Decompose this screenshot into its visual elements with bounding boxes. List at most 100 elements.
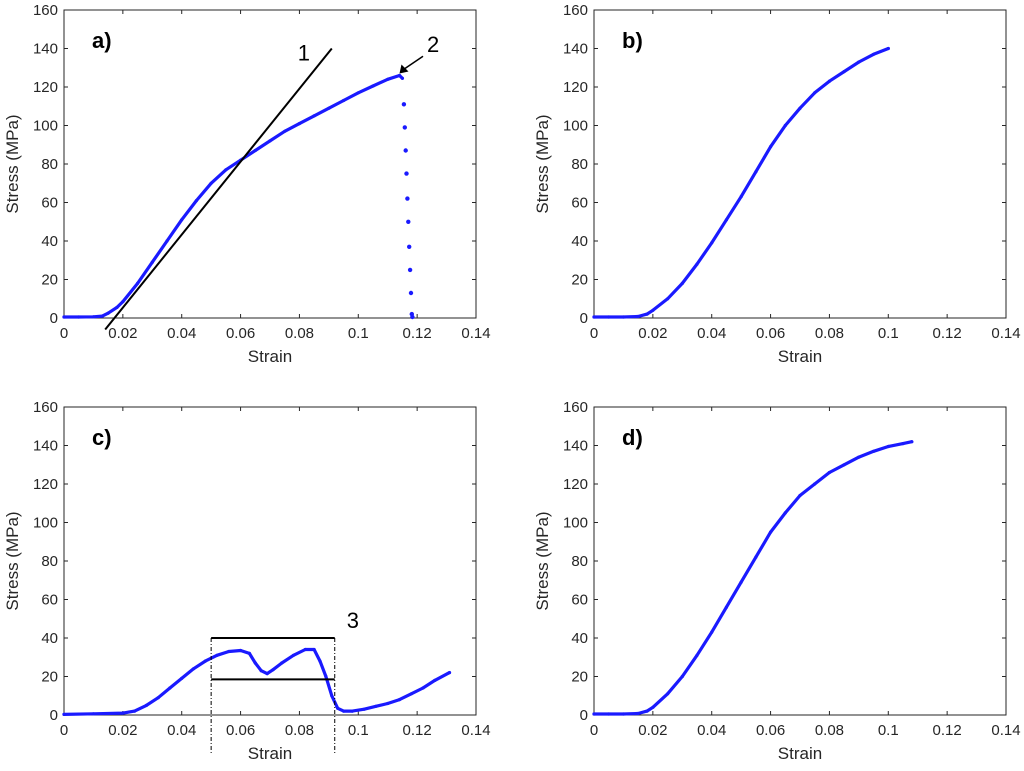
x-tick-label: 0.12 xyxy=(933,325,962,342)
data-point xyxy=(318,659,322,663)
data-point xyxy=(621,315,626,319)
y-tick-label: 140 xyxy=(33,41,58,58)
y-tick-label: 20 xyxy=(41,669,58,686)
y-tick-label: 160 xyxy=(33,2,58,19)
x-tick-label: 0.12 xyxy=(403,325,432,342)
data-point xyxy=(783,511,787,515)
y-tick-label: 60 xyxy=(571,592,588,609)
data-point xyxy=(710,241,714,245)
data-point xyxy=(406,219,411,224)
x-tick-label: 0.02 xyxy=(638,325,667,342)
x-tick-label: 0.04 xyxy=(167,325,196,342)
data-point xyxy=(666,692,670,696)
y-tick-label: 20 xyxy=(571,669,588,686)
data-point xyxy=(150,260,154,264)
x-tick-label: 0.06 xyxy=(226,325,255,342)
annotation-label: 1 xyxy=(298,41,310,66)
y-tick-label: 120 xyxy=(563,476,588,493)
data-point xyxy=(402,125,407,130)
data-point xyxy=(62,315,66,319)
data-point xyxy=(191,667,196,671)
data-point xyxy=(136,281,140,285)
data-point xyxy=(645,312,649,316)
x-tick-label: 0.04 xyxy=(167,722,196,739)
y-tick-label: 140 xyxy=(563,438,588,455)
data-point xyxy=(680,281,684,285)
x-tick-label: 0.02 xyxy=(638,722,667,739)
series-line xyxy=(592,440,914,716)
data-point xyxy=(407,267,413,273)
x-tick-label: 0.1 xyxy=(348,722,369,739)
annotation-label: 2 xyxy=(427,32,439,57)
data-point xyxy=(215,653,219,657)
y-tick-label: 80 xyxy=(41,156,58,173)
data-point xyxy=(91,712,95,716)
axes-box xyxy=(63,406,477,716)
data-point xyxy=(739,195,743,199)
y-tick-label: 100 xyxy=(563,515,588,532)
data-point xyxy=(407,244,412,249)
data-point xyxy=(247,651,251,656)
data-point xyxy=(356,91,360,95)
data-point xyxy=(268,139,272,143)
x-tick-label: 0.14 xyxy=(461,722,490,739)
x-tick-label: 0.1 xyxy=(348,325,369,342)
data-point xyxy=(754,555,758,559)
series-line xyxy=(62,73,404,319)
y-tick-label: 60 xyxy=(571,195,588,212)
axes-box xyxy=(63,9,477,319)
y-tick-label: 140 xyxy=(563,41,588,58)
y-tick-label: 80 xyxy=(571,156,588,173)
data-point xyxy=(271,668,275,672)
data-point xyxy=(121,300,125,304)
x-tick-label: 0.08 xyxy=(815,722,844,739)
data-point xyxy=(253,661,257,665)
y-tick-label: 100 xyxy=(563,118,588,135)
x-axis-label: Strain xyxy=(778,347,822,366)
data-point xyxy=(401,102,407,107)
data-point xyxy=(397,698,402,702)
data-point xyxy=(607,712,611,716)
data-point xyxy=(433,678,437,683)
data-point xyxy=(397,73,402,78)
data-point xyxy=(680,674,684,679)
data-point xyxy=(592,315,596,319)
y-tick-label: 20 xyxy=(571,272,588,289)
data-point xyxy=(312,114,316,118)
data-point xyxy=(115,305,119,309)
data-point xyxy=(645,709,649,713)
data-point xyxy=(100,314,104,318)
data-point xyxy=(886,444,890,449)
y-tick-label: 0 xyxy=(580,707,588,724)
y-tick-label: 120 xyxy=(563,79,588,96)
data-point xyxy=(447,671,452,675)
annotation-arrow xyxy=(403,55,424,71)
y-tick-label: 40 xyxy=(571,630,588,647)
data-point xyxy=(769,145,773,149)
data-point xyxy=(724,218,729,222)
y-tick-label: 120 xyxy=(33,476,58,493)
y-tick-label: 160 xyxy=(33,399,58,416)
data-point xyxy=(168,686,172,690)
data-point xyxy=(327,106,331,110)
panel-b: 0 0.02 0.04 0.06 0.08 0.1 0.12 0.14 0 20 40 60 80 100… xyxy=(533,2,1021,366)
data-point xyxy=(291,653,296,657)
panel-label: d) xyxy=(622,425,643,450)
data-point xyxy=(798,106,802,110)
data-point xyxy=(408,290,414,296)
arrow-head xyxy=(399,64,409,74)
data-point xyxy=(280,661,284,665)
data-point xyxy=(312,647,316,652)
data-point xyxy=(886,46,890,51)
y-tick-label: 80 xyxy=(41,553,58,570)
x-tick-label: 0.14 xyxy=(461,325,490,342)
panel-label: a) xyxy=(92,28,112,53)
data-point xyxy=(165,239,169,243)
data-point xyxy=(324,674,328,679)
x-tick-label: 0 xyxy=(590,325,598,342)
series-line xyxy=(62,647,452,717)
data-point xyxy=(265,672,269,676)
data-point xyxy=(144,703,148,708)
y-tick-label: 120 xyxy=(33,79,58,96)
data-point xyxy=(724,605,729,609)
